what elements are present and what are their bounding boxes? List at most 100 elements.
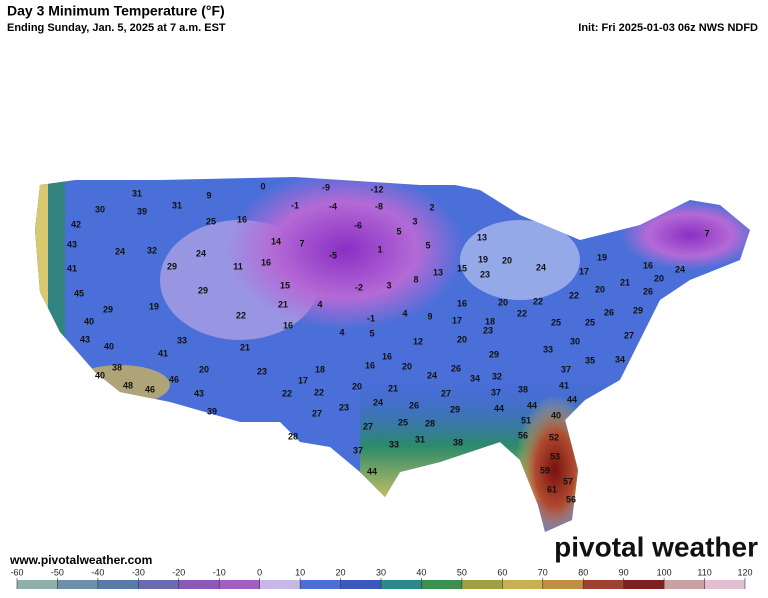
temperature-label: 27	[624, 330, 634, 340]
temperature-label: 22	[533, 296, 543, 306]
temperature-label: 4	[317, 299, 322, 309]
colorbar-label: -10	[213, 567, 226, 577]
temperature-label: 20	[199, 364, 209, 374]
colorbar-segment	[381, 580, 422, 589]
temperature-label: 23	[480, 269, 490, 279]
temperature-label: 43	[67, 239, 77, 249]
colorbar-segment	[340, 580, 381, 589]
colorbar-segment	[97, 580, 139, 589]
temperature-label: 20	[457, 334, 467, 344]
temperature-label: 40	[551, 410, 561, 420]
temperature-label: 38	[518, 384, 528, 394]
temperature-label: 19	[597, 252, 607, 262]
temperature-label: 25	[398, 417, 408, 427]
website: www.pivotalweather.com	[9, 553, 152, 567]
temperature-label: 61	[547, 484, 557, 494]
colorbar-label: -40	[91, 567, 104, 577]
temperature-label: -9	[322, 182, 330, 192]
colorbar-label: 120	[737, 567, 752, 577]
temperature-label: 16	[382, 351, 392, 361]
temperature-label: 25	[585, 317, 595, 327]
temperature-label: -1	[367, 313, 375, 323]
temperature-label: 12	[413, 336, 423, 346]
temperature-label: 27	[363, 421, 373, 431]
colorbar-segment	[623, 580, 665, 589]
temperature-label: 22	[282, 388, 292, 398]
colorbar-segment	[704, 580, 745, 589]
temperature-label: 30	[570, 336, 580, 346]
temperature-label: 2	[429, 202, 434, 212]
temperature-label: 21	[278, 299, 288, 309]
temperature-label: 41	[67, 263, 77, 273]
temperature-label: 15	[280, 280, 290, 290]
temperature-label: 1	[377, 244, 382, 254]
temperature-label: 27	[441, 388, 451, 398]
temperature-label: 53	[550, 451, 560, 461]
colorbar-label: 20	[336, 567, 346, 577]
temperature-label: 20	[502, 255, 512, 265]
temperature-label: 4	[339, 327, 344, 337]
temperature-label: 11	[233, 261, 243, 271]
colorbar-label: -30	[132, 567, 145, 577]
temperature-label: 20	[595, 284, 605, 294]
temperature-label: 33	[177, 335, 187, 345]
temperature-label: 26	[643, 286, 653, 296]
colorbar-label: 50	[457, 567, 467, 577]
colorbar-label: 40	[416, 567, 426, 577]
temperature-label: 35	[585, 355, 595, 365]
colorbar-label: 100	[657, 567, 672, 577]
temperature-label: 19	[149, 301, 159, 311]
temperature-label: 44	[494, 403, 504, 413]
temperature-label: 41	[559, 380, 569, 390]
temperature-label: 26	[409, 400, 419, 410]
temperature-label: 23	[339, 402, 349, 412]
temperature-label: -12	[370, 184, 383, 194]
temperature-label: 44	[527, 400, 537, 410]
temperature-label: 24	[536, 262, 546, 272]
temperature-label: -8	[375, 201, 383, 211]
colorbar-label: -50	[51, 567, 64, 577]
temperature-label: 40	[95, 370, 105, 380]
temperature-label: 22	[517, 308, 527, 318]
temperature-label: 20	[402, 361, 412, 371]
temperature-label: 5	[369, 328, 374, 338]
temperature-label: 22	[314, 387, 324, 397]
temperature-label: 29	[489, 349, 499, 359]
temperature-label: 22	[236, 310, 246, 320]
colorbar-label: 90	[619, 567, 629, 577]
colorbar-segment	[421, 580, 462, 589]
temperature-label: -1	[291, 200, 299, 210]
temperature-label: 46	[169, 374, 179, 384]
temperature-label: 15	[457, 263, 467, 273]
temperature-label: 37	[353, 445, 363, 455]
temperature-label: 41	[158, 348, 168, 358]
temperature-label: 52	[549, 432, 559, 442]
temperature-label: 23	[257, 366, 267, 376]
temperature-label: 25	[206, 216, 216, 226]
temperature-label: 20	[654, 273, 664, 283]
temperature-label: 4	[402, 308, 407, 318]
map-title: Day 3 Minimum Temperature (°F)	[7, 3, 225, 19]
colorbar-segment	[17, 580, 58, 589]
temperature-label: 48	[123, 380, 133, 390]
temperature-label: 59	[540, 465, 550, 475]
temperature-label: 24	[115, 246, 125, 256]
temperature-label: 40	[104, 341, 114, 351]
temperature-label: 14	[271, 236, 281, 246]
temperature-label: 42	[71, 219, 81, 229]
temperature-label: 37	[491, 387, 501, 397]
temperature-label: 29	[633, 305, 643, 315]
temperature-label: 18	[485, 316, 495, 326]
colorbar-segment	[259, 580, 301, 589]
temperature-label: 23	[483, 325, 493, 335]
temperature-label: 56	[518, 430, 528, 440]
temperature-label: 27	[312, 408, 322, 418]
temperature-label: 21	[620, 277, 630, 287]
temperature-label: 21	[388, 383, 398, 393]
temperature-label: 29	[198, 285, 208, 295]
temperature-label: 31	[415, 434, 425, 444]
temperature-label: 32	[492, 371, 502, 381]
temperature-label: 32	[147, 245, 157, 255]
colorbar-segment	[502, 580, 543, 589]
temperature-label: 31	[172, 200, 182, 210]
